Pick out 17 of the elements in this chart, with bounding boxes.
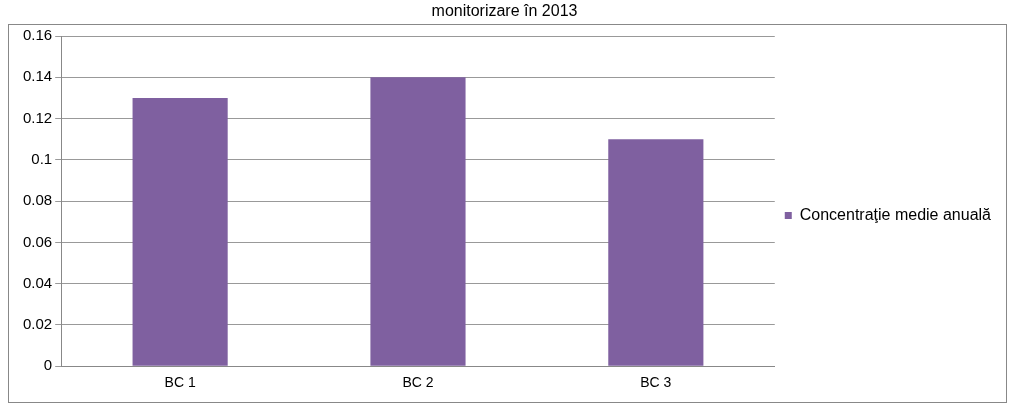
y-tick-label: 0.02 — [22, 315, 53, 333]
y-tick-label: 0.06 — [22, 232, 53, 250]
y-tick-label: 0.08 — [22, 191, 53, 209]
y-tick-label: 0.12 — [22, 108, 53, 126]
bar — [608, 139, 704, 366]
y-tick-label: 0.04 — [22, 273, 53, 291]
y-tick-label: 0.16 — [22, 26, 53, 44]
y-tick-label: 0.1 — [31, 149, 53, 167]
x-tick-label: BC 3 — [640, 374, 672, 391]
legend-label: Concentraţie medie anuală — [799, 205, 992, 223]
y-tick-label: 0.14 — [22, 67, 53, 85]
bar — [132, 97, 228, 366]
x-tick-label: BC 1 — [164, 374, 196, 391]
x-tick-label: BC 2 — [402, 374, 434, 391]
y-tick-label: 0 — [43, 356, 53, 374]
chart-title: monitorizare în 2013 — [430, 2, 579, 20]
bar — [370, 77, 466, 366]
